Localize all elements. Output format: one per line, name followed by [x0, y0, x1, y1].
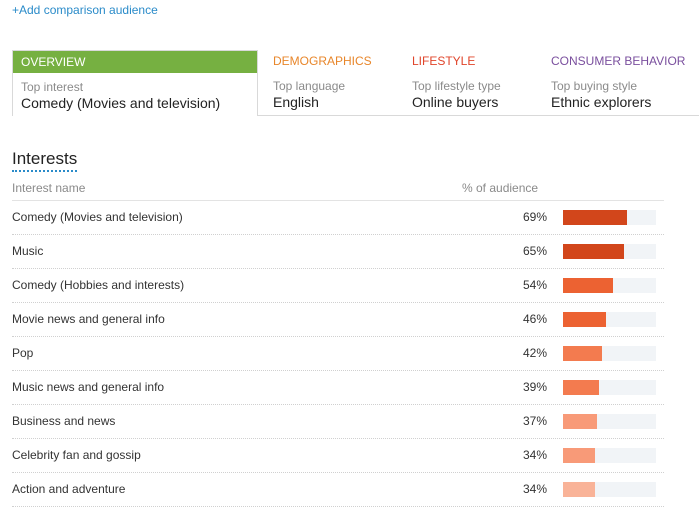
audience-percent: 69%: [522, 210, 547, 224]
table-row: Comedy (Hobbies and interests) 54%: [12, 269, 664, 303]
audience-percent: 46%: [522, 312, 547, 326]
table-row: Celebrity fan and gossip 34%: [12, 439, 664, 473]
interest-name: Music news and general info: [12, 380, 165, 394]
interest-name: Business and news: [12, 414, 116, 428]
tab-demographics[interactable]: DEMOGRAPHICS Top language English: [265, 50, 404, 116]
audience-bar: [563, 448, 595, 463]
audience-percent: 34%: [522, 482, 547, 496]
interest-name: Music: [12, 244, 44, 258]
add-comparison-audience-link[interactable]: +Add comparison audience: [12, 3, 158, 17]
audience-bar: [563, 414, 598, 429]
tab-lifestyle-value: Online buyers: [412, 94, 499, 110]
interests-title: Interests: [12, 149, 78, 172]
column-header-percent-audience[interactable]: % of audience: [462, 181, 539, 195]
audience-bar-track: [563, 244, 656, 259]
tab-overview-value: Comedy (Movies and television): [21, 95, 221, 111]
audience-bar-track: [563, 210, 656, 225]
tab-demographics-sublabel: Top language: [273, 79, 346, 93]
audience-bar: [563, 244, 624, 259]
tab-overview[interactable]: OVERVIEW Top interest Comedy (Movies and…: [12, 50, 258, 116]
tab-consumer-behavior-value: Ethnic explorers: [551, 94, 652, 110]
audience-bar: [563, 210, 628, 225]
tab-overview-header: OVERVIEW: [13, 51, 257, 73]
tab-consumer-behavior-header: CONSUMER BEHAVIOR: [551, 54, 686, 68]
audience-bar-track: [563, 448, 656, 463]
header-divider: [12, 200, 664, 201]
tab-lifestyle-header: LIFESTYLE: [412, 54, 476, 68]
audience-bar: [563, 312, 606, 327]
interest-name: Pop: [12, 346, 34, 360]
interest-name: Comedy (Hobbies and interests): [12, 278, 185, 292]
audience-percent: 54%: [522, 278, 547, 292]
audience-bar: [563, 482, 595, 497]
tab-overview-sublabel: Top interest: [21, 80, 84, 94]
audience-bar-track: [563, 414, 656, 429]
audience-bar: [563, 278, 614, 293]
audience-bar-track: [563, 312, 656, 327]
table-row: Comedy (Movies and television) 69%: [12, 201, 664, 235]
audience-percent: 34%: [522, 448, 547, 462]
audience-percent: 42%: [522, 346, 547, 360]
tab-demographics-header: DEMOGRAPHICS: [273, 54, 372, 68]
audience-tabs: OVERVIEW Top interest Comedy (Movies and…: [12, 50, 699, 116]
audience-bar-track: [563, 346, 656, 361]
audience-percent: 65%: [522, 244, 547, 258]
column-header-interest-name[interactable]: Interest name: [12, 181, 86, 195]
interest-name: Comedy (Movies and television): [12, 210, 183, 224]
tabs-divider: [258, 115, 699, 116]
audience-percent: 39%: [522, 380, 547, 394]
table-row: Business and news 37%: [12, 405, 664, 439]
tab-consumer-behavior-sublabel: Top buying style: [551, 79, 638, 93]
table-row: Music 65%: [12, 235, 664, 269]
table-row: Action and adventure 34%: [12, 473, 664, 507]
tab-lifestyle-sublabel: Top lifestyle type: [412, 79, 501, 93]
tab-consumer-behavior[interactable]: CONSUMER BEHAVIOR Top buying style Ethni…: [543, 50, 699, 116]
table-row: Music news and general info 39%: [12, 371, 664, 405]
audience-percent: 37%: [522, 414, 547, 428]
audience-bar: [563, 380, 600, 395]
tab-demographics-value: English: [273, 94, 319, 110]
audience-bar: [563, 346, 603, 361]
interest-name: Action and adventure: [12, 482, 126, 496]
table-row: Pop 42%: [12, 337, 664, 371]
interest-name: Celebrity fan and gossip: [12, 448, 141, 462]
audience-bar-track: [563, 278, 656, 293]
audience-bar-track: [563, 380, 656, 395]
audience-bar-track: [563, 482, 656, 497]
table-row: Movie news and general info 46%: [12, 303, 664, 337]
tab-lifestyle[interactable]: LIFESTYLE Top lifestyle type Online buye…: [404, 50, 543, 116]
interests-table: Comedy (Movies and television) 69% Music 65…: [12, 201, 664, 507]
interest-name: Movie news and general info: [12, 312, 165, 326]
